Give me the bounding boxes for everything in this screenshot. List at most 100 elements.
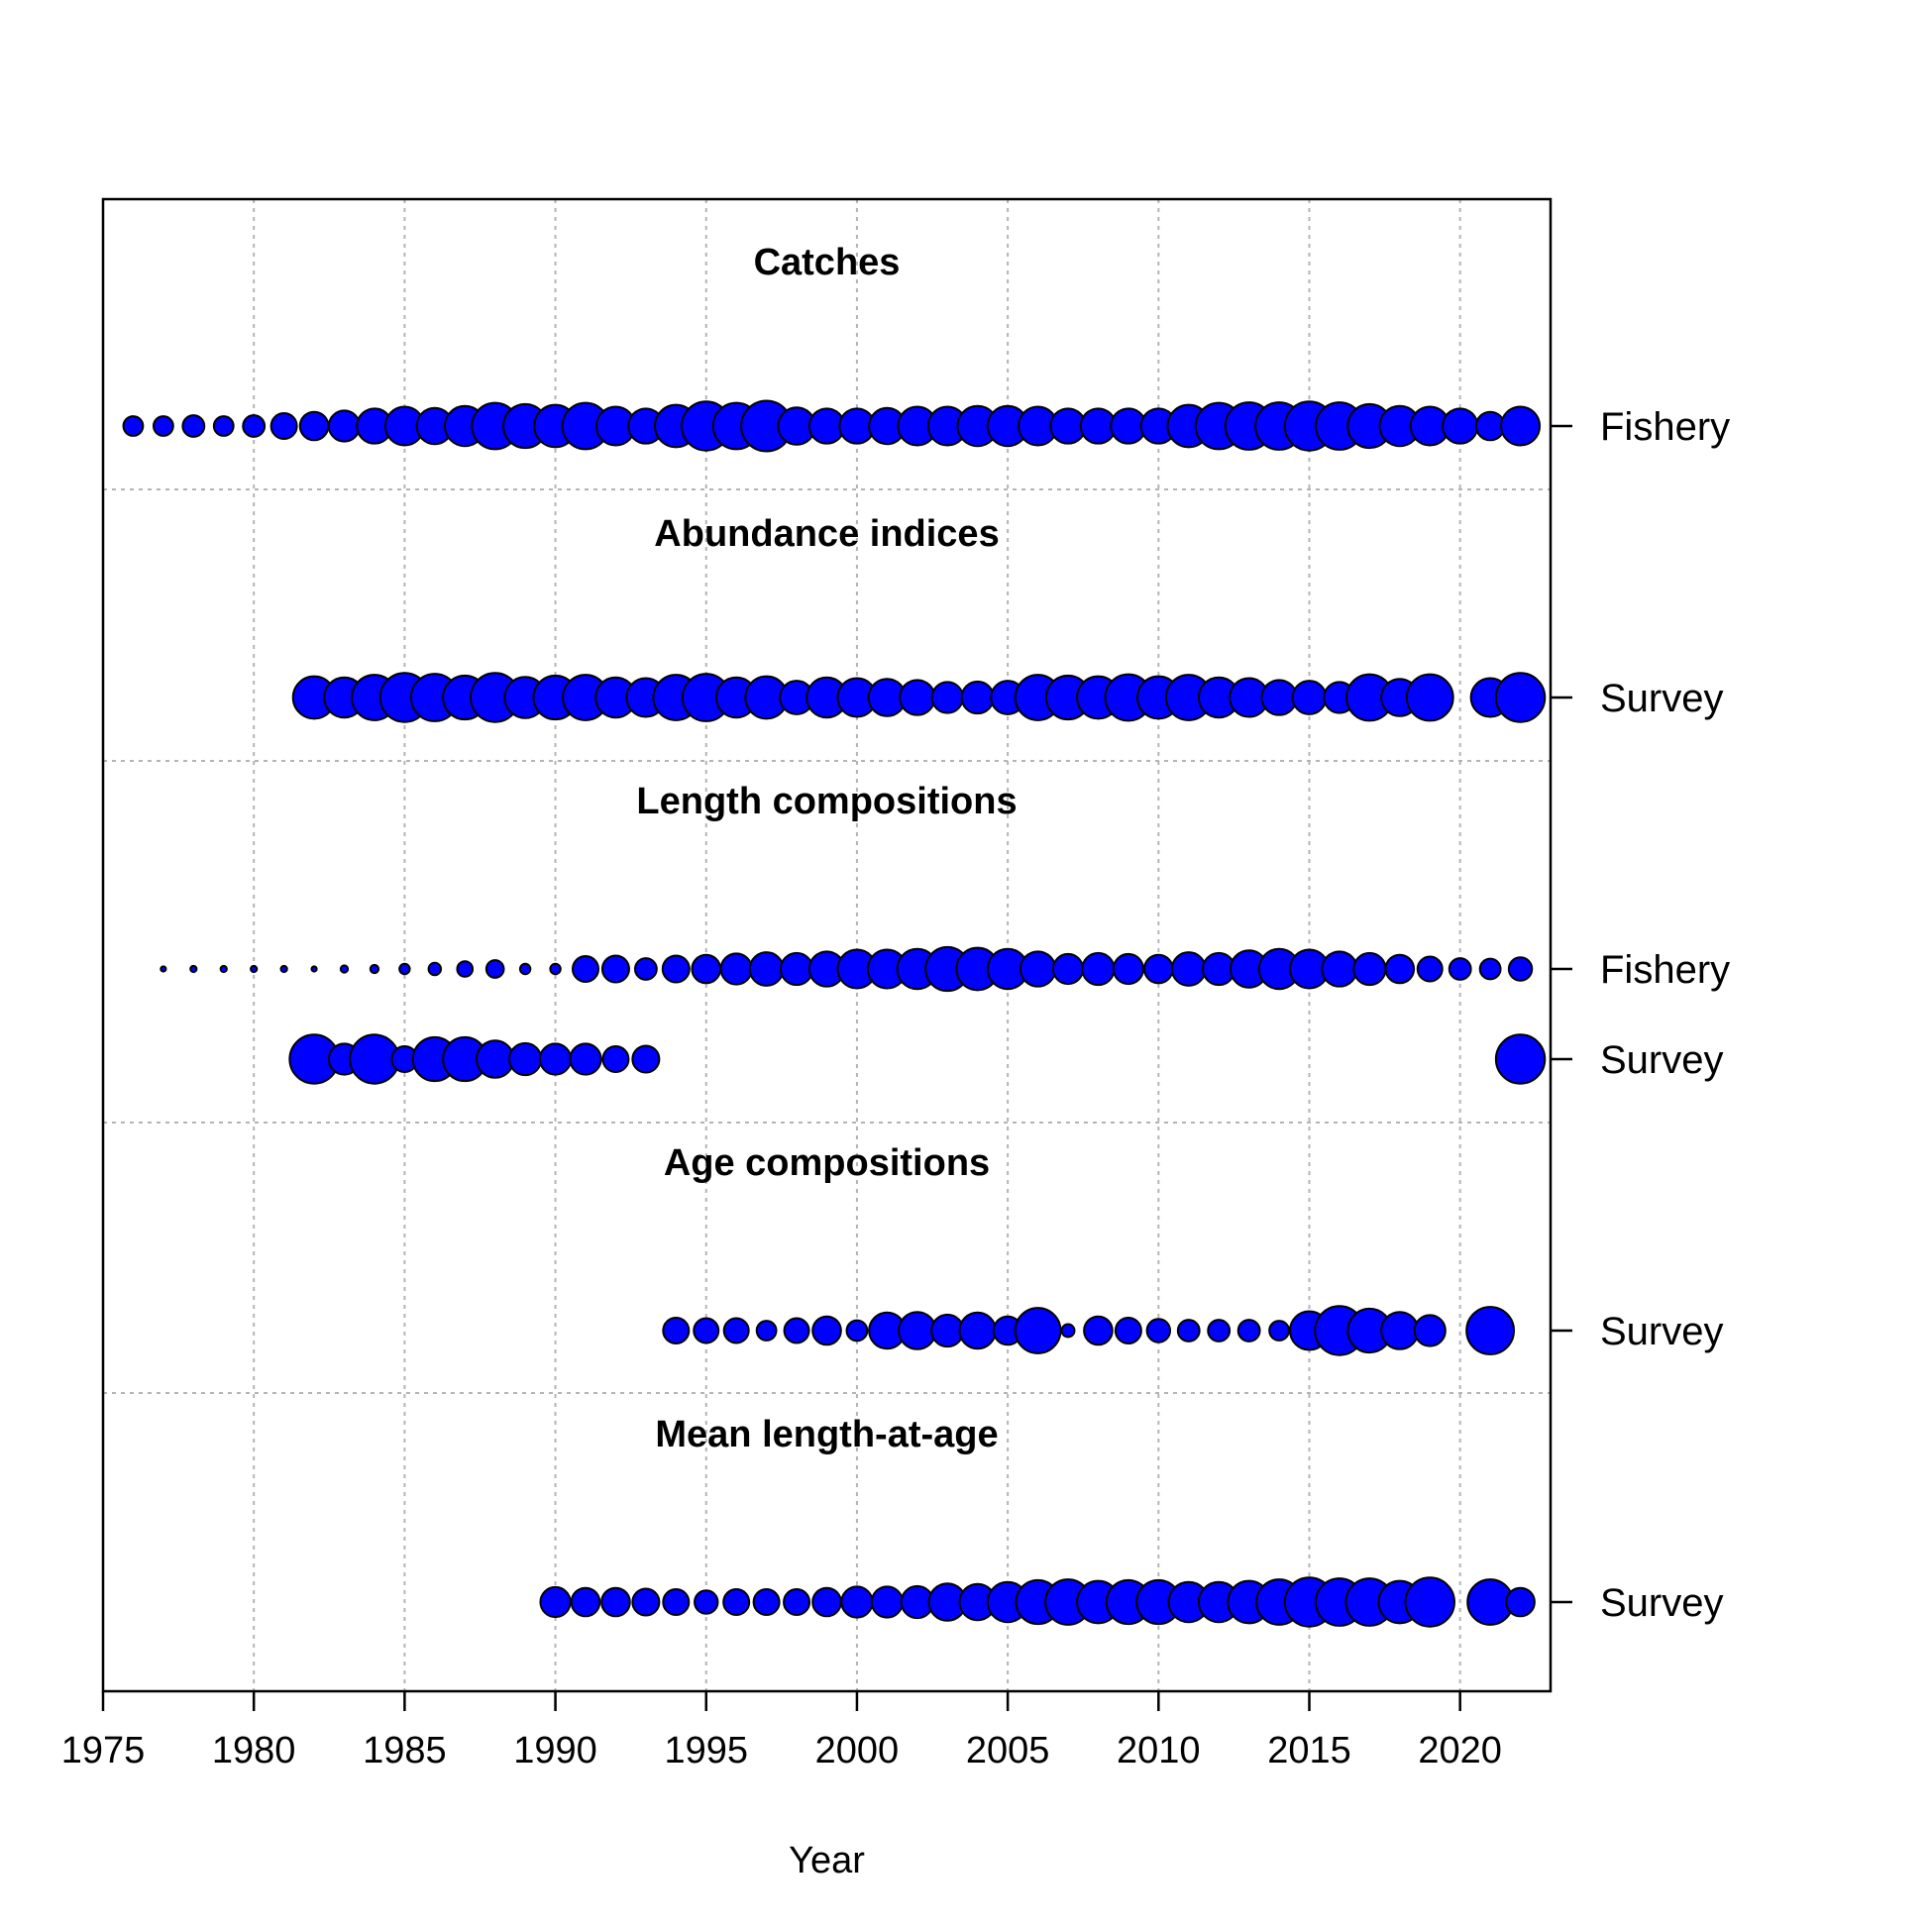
data-point-2006 [1019,950,1057,988]
data-point-1994 [661,954,691,984]
data-point-2019 [1405,673,1454,722]
data-point-2004 [960,680,995,715]
data-point-1985 [398,962,411,976]
data-point-1979 [219,964,228,974]
series-catches-fishery: Fishery [122,399,1730,453]
data-point-2008 [1081,951,1116,987]
data-point-2010 [1143,953,1174,985]
data-point-1995 [691,953,722,985]
data-point-2009 [1114,1317,1142,1344]
x-axis: 1975 1980 1985 1990 1995 2000 2005 2010 2015 2020 [61,1691,1502,1771]
data-point-2011 [1176,1319,1201,1342]
data-point-1991 [569,1042,602,1076]
data-point-2017 [1352,951,1387,987]
data-point-1993 [631,1044,661,1074]
row-label-fishery: Fishery [1600,948,1730,992]
data-point-2003 [930,681,964,714]
plot-frame [101,197,1553,1693]
section-mean-length-at-age: Mean length-at-age Survey [539,1414,1724,1628]
x-tick-label-1975: 1975 [61,1730,146,1771]
data-point-1996 [719,952,753,986]
x-tick-label-1985: 1985 [363,1730,447,1771]
data-point-2019 [1413,1314,1447,1347]
x-tick-label-2005: 2005 [966,1730,1050,1771]
data-point-1980 [242,414,267,438]
data-point-2020 [1442,407,1479,445]
data-point-1981 [279,964,288,974]
data-point-1991 [572,955,599,983]
row-label-survey: Survey [1600,677,1724,720]
data-point-1988 [475,1039,515,1079]
x-tick-label-2020: 2020 [1418,1730,1502,1771]
x-tick-label-1995: 1995 [664,1730,748,1771]
section-age-compositions: Age compositions Survey [662,1142,1724,1356]
data-point-1989 [508,1041,543,1077]
data-point-2021 [1465,1306,1516,1355]
data-point-2012 [1207,1319,1232,1342]
data-point-2022 [1505,1586,1536,1618]
data-point-2008 [1083,1315,1114,1346]
data-point-1996 [722,1317,750,1344]
series-mean-length-at-age-survey: Survey [539,1576,1724,1628]
data-point-2002 [898,1311,937,1350]
section-title-abundance-indices: Abundance indices [654,513,999,555]
data-point-2022 [1494,1033,1547,1085]
data-point-2006 [1014,1307,1062,1354]
data-point-2004 [958,1311,997,1350]
data-point-2016 [1321,950,1358,988]
grid-lines [103,199,1551,1691]
data-point-1989 [518,962,532,976]
data-point-1991 [570,1586,601,1618]
data-point-1997 [752,1588,781,1616]
data-point-1992 [600,954,630,984]
data-point-1993 [631,1587,661,1617]
data-point-1997 [755,1320,778,1342]
data-point-1994 [662,1317,691,1344]
data-point-2002 [899,679,936,716]
data-point-2000 [840,1585,874,1619]
data-point-1998 [783,1317,810,1344]
x-tick-label-1980: 1980 [212,1730,296,1771]
section-title-mean-length-at-age: Mean length-at-age [655,1414,998,1455]
data-point-1987 [456,960,475,978]
data-point-1977 [152,415,174,437]
data-point-2001 [870,1585,904,1619]
data-point-1992 [601,1045,630,1073]
data-point-1997 [748,951,785,987]
data-point-2019 [1416,955,1444,983]
series-age-compositions-survey: Survey [662,1305,1724,1356]
data-point-1982 [310,965,318,973]
data-point-2010 [1145,1318,1172,1343]
data-point-1993 [633,957,658,981]
section-abundance-indices: Abundance indices Survey [291,513,1724,723]
data-point-2015 [1291,680,1328,715]
data-point-2007 [1060,1323,1076,1339]
data-point-1982 [298,410,330,442]
data-point-1979 [212,415,235,437]
section-title-age-compositions: Age compositions [664,1142,990,1184]
data-point-1981 [269,412,298,440]
data-point-1983 [339,964,350,974]
data-point-1994 [662,1588,691,1616]
section-catches: Catches Fishery [122,242,1730,453]
series-length-compositions-survey: Survey [288,1033,1724,1085]
data-point-1984 [369,963,380,975]
data-point-1999 [811,1315,842,1346]
data-point-1995 [694,1589,719,1615]
x-tick-label-2010: 2010 [1117,1730,1201,1771]
data-point-2018 [1384,953,1416,985]
data-point-1988 [484,959,505,979]
data-point-1992 [600,1586,631,1618]
data-point-2014 [1260,679,1298,716]
data-point-2007 [1051,952,1085,986]
section-title-catches: Catches [754,242,901,283]
data-point-1996 [722,1588,751,1616]
data-point-1983 [327,409,362,443]
row-label-survey: Survey [1600,1038,1724,1082]
data-point-1980 [250,964,259,974]
data-point-1986 [427,961,443,977]
row-label-survey: Survey [1600,1581,1724,1625]
data-point-2013 [1236,1319,1261,1342]
